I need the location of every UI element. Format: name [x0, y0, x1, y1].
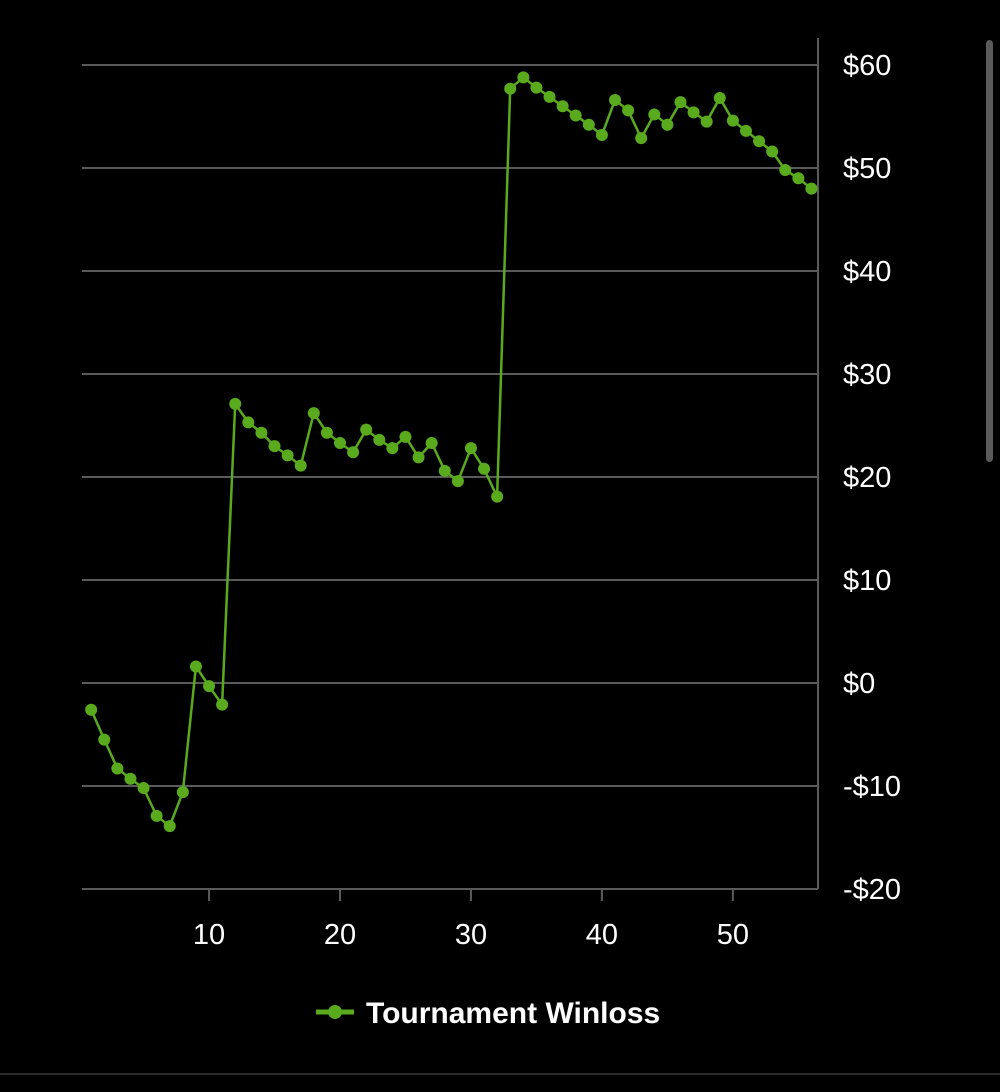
- data-point[interactable]: [713, 91, 726, 104]
- y-tick-label: $50: [843, 153, 891, 185]
- data-point[interactable]: [700, 115, 713, 128]
- data-point[interactable]: [229, 397, 242, 410]
- legend-label-tournament-winloss: Tournament Winloss: [366, 997, 660, 1030]
- data-point[interactable]: [360, 423, 373, 436]
- legend-swatch-marker: [328, 1005, 342, 1019]
- data-point[interactable]: [766, 145, 779, 158]
- data-point[interactable]: [569, 109, 582, 122]
- data-point[interactable]: [373, 433, 386, 446]
- x-tick-label: 10: [193, 919, 225, 951]
- grid-lines: [82, 64, 818, 890]
- legend[interactable]: Tournament Winloss: [316, 997, 660, 1030]
- data-point[interactable]: [517, 71, 530, 84]
- data-point[interactable]: [320, 426, 333, 439]
- data-point[interactable]: [216, 698, 229, 711]
- data-point[interactable]: [779, 164, 792, 177]
- data-point[interactable]: [464, 442, 477, 455]
- data-point[interactable]: [124, 772, 137, 785]
- data-point[interactable]: [255, 426, 268, 439]
- data-point[interactable]: [294, 459, 307, 472]
- data-point[interactable]: [805, 182, 818, 195]
- data-point[interactable]: [163, 820, 176, 833]
- data-point[interactable]: [412, 451, 425, 464]
- y-tick-label: $40: [843, 256, 891, 288]
- data-point[interactable]: [150, 809, 163, 822]
- data-point[interactable]: [739, 124, 752, 137]
- data-point[interactable]: [726, 114, 739, 127]
- data-point[interactable]: [137, 782, 150, 795]
- data-point[interactable]: [530, 81, 543, 94]
- data-point[interactable]: [687, 106, 700, 119]
- data-point[interactable]: [582, 118, 595, 131]
- data-point[interactable]: [792, 172, 805, 185]
- data-point[interactable]: [622, 104, 635, 117]
- data-point[interactable]: [595, 129, 608, 142]
- data-point[interactable]: [98, 733, 111, 746]
- data-point[interactable]: [543, 90, 556, 103]
- data-point[interactable]: [268, 440, 281, 453]
- data-point[interactable]: [556, 100, 569, 113]
- y-tick-label: -$20: [843, 874, 901, 906]
- data-point[interactable]: [333, 437, 346, 450]
- data-point[interactable]: [438, 464, 451, 477]
- data-point[interactable]: [661, 118, 674, 131]
- x-tick-label: 20: [324, 919, 356, 951]
- data-point[interactable]: [491, 490, 504, 503]
- data-point[interactable]: [189, 660, 202, 673]
- data-point[interactable]: [674, 96, 687, 109]
- x-tick-label: 50: [717, 919, 749, 951]
- y-tick-label: $0: [843, 668, 875, 700]
- data-point[interactable]: [347, 446, 360, 459]
- y-tick-label: $10: [843, 565, 891, 597]
- y-tick-label: -$10: [843, 771, 901, 803]
- data-point[interactable]: [609, 94, 622, 107]
- data-point[interactable]: [386, 442, 399, 455]
- data-point[interactable]: [635, 132, 648, 145]
- data-point[interactable]: [111, 762, 124, 775]
- bottom-divider: [0, 1073, 1000, 1075]
- data-point[interactable]: [399, 430, 412, 443]
- data-point[interactable]: [753, 135, 766, 148]
- data-point[interactable]: [307, 407, 320, 420]
- data-point[interactable]: [504, 82, 517, 95]
- y-tick-label: $60: [843, 50, 891, 82]
- y-tick-label: $20: [843, 462, 891, 494]
- x-tick-label: 40: [586, 919, 618, 951]
- vertical-scrollbar[interactable]: [986, 40, 993, 462]
- data-point[interactable]: [281, 449, 294, 462]
- data-point[interactable]: [203, 680, 216, 693]
- data-point[interactable]: [242, 416, 255, 429]
- series-tournament-winloss: [85, 71, 818, 833]
- y-tick-label: $30: [843, 359, 891, 391]
- x-tick-label: 30: [455, 919, 487, 951]
- data-point[interactable]: [648, 108, 661, 121]
- data-point[interactable]: [85, 703, 98, 716]
- series-line: [90, 76, 813, 828]
- data-point[interactable]: [478, 462, 491, 475]
- axes: [208, 38, 819, 901]
- tick-labels: -$20 -$10 $0 $10 $20 $30 $40 $50 $60 10 20 30 40 50: [193, 50, 901, 951]
- data-point[interactable]: [176, 786, 189, 799]
- data-point[interactable]: [425, 437, 438, 450]
- data-point[interactable]: [451, 475, 464, 488]
